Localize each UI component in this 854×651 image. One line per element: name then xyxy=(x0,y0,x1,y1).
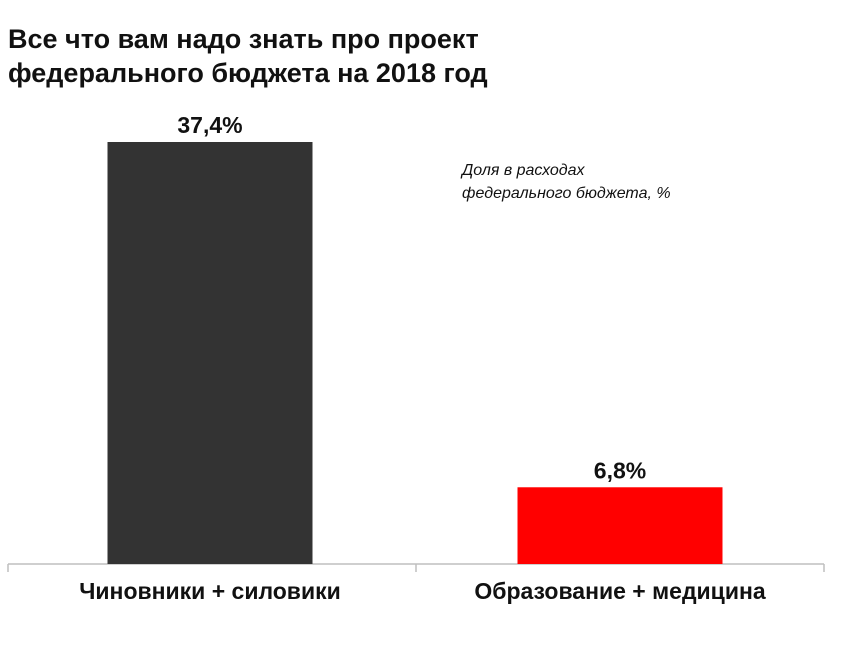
chart-annotation-line-2: федерального бюджета, % xyxy=(462,185,671,202)
category-label: Чиновники + силовики xyxy=(79,578,341,604)
chart-annotation: Доля в расходах федерального бюджета, % xyxy=(462,159,671,205)
chart-annotation-line-1: Доля в расходах xyxy=(462,162,585,179)
chart-title-line-2: федерального бюджета на 2018 год xyxy=(8,58,488,88)
chart-title: Все что вам надо знать про проект федера… xyxy=(8,22,828,90)
bar-value-label: 6,8% xyxy=(594,457,646,483)
category-label: Образование + медицина xyxy=(474,578,766,604)
bar-value-label: 37,4% xyxy=(177,112,242,138)
bar-1 xyxy=(107,142,313,564)
bar-2 xyxy=(517,487,723,564)
chart-title-line-1: Все что вам надо знать про проект xyxy=(8,24,479,54)
